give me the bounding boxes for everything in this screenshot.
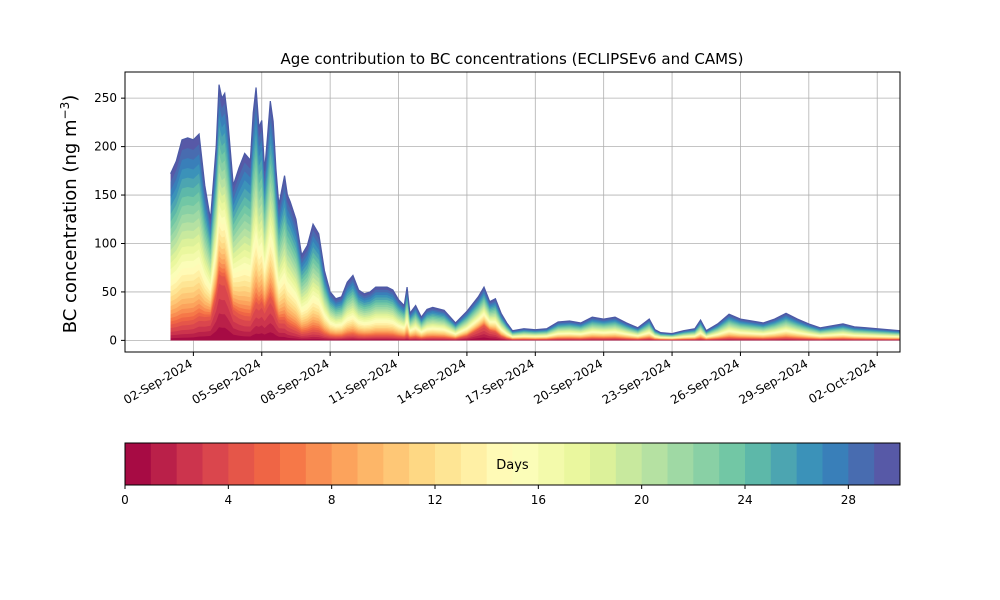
colorbar-label: Days bbox=[496, 458, 529, 473]
plot-frame bbox=[124, 71, 901, 353]
y-tick-label: 250 bbox=[94, 91, 117, 105]
colorbar-tick-label: 28 bbox=[841, 493, 856, 507]
colorbar-tick-label: 24 bbox=[737, 493, 752, 507]
x-tick-label: 11-Sep-2024 bbox=[326, 356, 400, 407]
colorbar-bin bbox=[202, 443, 229, 485]
colorbar-bin bbox=[590, 443, 617, 485]
colorbar-bin bbox=[228, 443, 255, 485]
colorbar-tick-label: 4 bbox=[225, 493, 233, 507]
colorbar-bin bbox=[641, 443, 668, 485]
colorbar-bin bbox=[512, 443, 539, 485]
x-tick-label: 02-Sep-2024 bbox=[121, 356, 195, 407]
x-tick-label: 05-Sep-2024 bbox=[189, 356, 263, 407]
x-tick-label: 08-Sep-2024 bbox=[258, 356, 332, 407]
colorbar-bin bbox=[564, 443, 591, 485]
colorbar-bin bbox=[280, 443, 307, 485]
colorbar-bin bbox=[435, 443, 462, 485]
colorbar-bin bbox=[796, 443, 823, 485]
colorbar-bin bbox=[693, 443, 720, 485]
colorbar-frame bbox=[124, 442, 901, 486]
colorbar-tick-label: 16 bbox=[531, 493, 546, 507]
colorbar-bin bbox=[150, 443, 178, 485]
plot-area bbox=[124, 71, 901, 353]
colorbar-bin bbox=[460, 443, 488, 485]
colorbar-bin bbox=[874, 443, 901, 485]
colorbar-bin bbox=[822, 443, 849, 485]
y-tick-label: 150 bbox=[94, 188, 117, 202]
x-tick-label: 02-Oct-2024 bbox=[806, 356, 878, 406]
colorbar-bin bbox=[331, 443, 358, 485]
colorbar-tick-label: 8 bbox=[328, 493, 336, 507]
colorbar-bin bbox=[667, 443, 694, 485]
total-concentration-line bbox=[170, 84, 900, 335]
colorbar-tick-label: 20 bbox=[634, 493, 649, 507]
chart-title: Age contribution to BC concentrations (E… bbox=[281, 50, 744, 68]
y-tick-label: 50 bbox=[102, 285, 117, 299]
x-tick-label: 23-Sep-2024 bbox=[600, 356, 674, 407]
colorbar-bin bbox=[254, 443, 281, 485]
colorbar-bin bbox=[305, 443, 333, 485]
colorbar-bin bbox=[357, 443, 384, 485]
colorbar: Days 0 4 8 12 16 20 24 28 bbox=[121, 442, 901, 507]
age-layer-28-days bbox=[170, 95, 900, 341]
colorbar-bin bbox=[486, 443, 513, 485]
age-layer-0-days bbox=[170, 327, 900, 341]
colorbar-bin bbox=[176, 443, 203, 485]
x-tick-label: 14-Sep-2024 bbox=[395, 356, 469, 407]
y-tick-label: 100 bbox=[94, 236, 117, 250]
colorbar-bin bbox=[770, 443, 798, 485]
y-tick-label: 0 bbox=[109, 333, 117, 347]
colorbar-tick-label: 12 bbox=[427, 493, 442, 507]
colorbar-bin bbox=[125, 443, 152, 485]
age-layers bbox=[170, 84, 900, 341]
colorbar-tick-label: 0 bbox=[121, 493, 129, 507]
colorbar-bin bbox=[538, 443, 565, 485]
colorbar-bin bbox=[719, 443, 746, 485]
x-tick-label: 29-Sep-2024 bbox=[737, 356, 811, 407]
y-tick-label: 200 bbox=[94, 140, 117, 154]
x-tick-label: 20-Sep-2024 bbox=[531, 356, 605, 407]
colorbar-bin bbox=[383, 443, 410, 485]
x-tick-label: 17-Sep-2024 bbox=[463, 356, 537, 407]
colorbar-bin bbox=[615, 443, 643, 485]
colorbar-bin bbox=[409, 443, 436, 485]
x-tick-label: 26-Sep-2024 bbox=[668, 356, 742, 407]
colorbar-bin bbox=[745, 443, 772, 485]
colorbar-bin bbox=[848, 443, 875, 485]
y-axis-label: BC concentration (ng m−3) bbox=[58, 95, 81, 334]
